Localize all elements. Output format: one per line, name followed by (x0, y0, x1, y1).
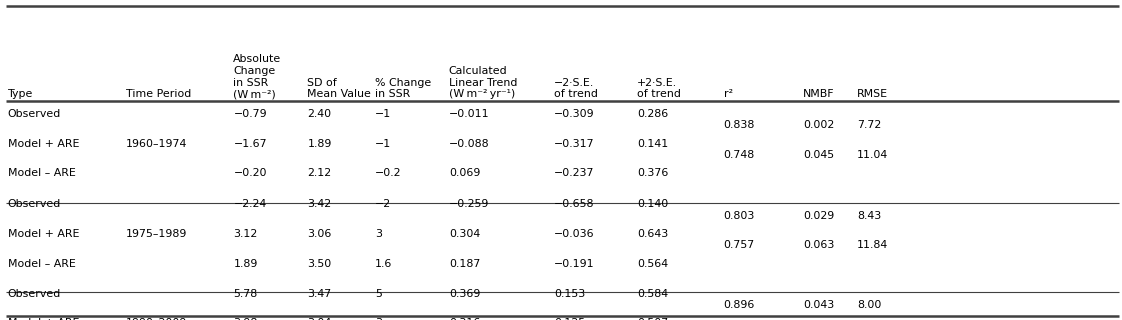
Text: 0.187: 0.187 (449, 259, 480, 268)
Text: 2.40: 2.40 (307, 109, 332, 119)
Text: 0.643: 0.643 (637, 229, 669, 239)
Text: 8.00: 8.00 (857, 300, 882, 310)
Text: −0.237: −0.237 (554, 168, 595, 178)
Text: −0.20: −0.20 (233, 168, 267, 178)
Text: 5.78: 5.78 (233, 289, 258, 299)
Text: 11.04: 11.04 (857, 150, 889, 160)
Text: 3.42: 3.42 (307, 199, 332, 209)
Text: −2·S.E.
of trend: −2·S.E. of trend (554, 77, 598, 99)
Text: 1990–2009: 1990–2009 (126, 318, 187, 320)
Text: Model + ARE: Model + ARE (8, 229, 80, 239)
Text: 5: 5 (375, 289, 381, 299)
Text: −0.2: −0.2 (375, 168, 402, 178)
Text: 0.316: 0.316 (449, 318, 480, 320)
Text: −0.036: −0.036 (554, 229, 595, 239)
Text: Type: Type (8, 89, 34, 99)
Text: 8.43: 8.43 (857, 211, 882, 221)
Text: −1.67: −1.67 (233, 139, 267, 148)
Text: −2.24: −2.24 (233, 199, 267, 209)
Text: 0.045: 0.045 (803, 150, 835, 160)
Text: 3.04: 3.04 (307, 318, 332, 320)
Text: 0.125: 0.125 (554, 318, 586, 320)
Text: Observed: Observed (8, 199, 61, 209)
Text: −0.259: −0.259 (449, 199, 489, 209)
Text: 3.12: 3.12 (233, 229, 258, 239)
Text: 1960–1974: 1960–1974 (126, 139, 187, 148)
Text: RMSE: RMSE (857, 89, 889, 99)
Text: 3.47: 3.47 (307, 289, 332, 299)
Text: NMBF: NMBF (803, 89, 835, 99)
Text: Observed: Observed (8, 289, 61, 299)
Text: 0.376: 0.376 (637, 168, 669, 178)
Text: Absolute
Change
in SSR
(W m⁻²): Absolute Change in SSR (W m⁻²) (233, 54, 282, 99)
Text: −1: −1 (375, 139, 390, 148)
Text: Model + ARE: Model + ARE (8, 139, 80, 148)
Text: Model + ARE: Model + ARE (8, 318, 80, 320)
Text: Model – ARE: Model – ARE (8, 168, 75, 178)
Text: 2.12: 2.12 (307, 168, 332, 178)
Text: 0.304: 0.304 (449, 229, 480, 239)
Text: Observed: Observed (8, 109, 61, 119)
Text: −0.011: −0.011 (449, 109, 489, 119)
Text: Calculated
Linear Trend
(W m⁻² yr⁻¹): Calculated Linear Trend (W m⁻² yr⁻¹) (449, 66, 517, 99)
Text: −0.79: −0.79 (233, 109, 267, 119)
Text: 0.896: 0.896 (724, 300, 755, 310)
Text: 0.029: 0.029 (803, 211, 835, 221)
Text: 0.584: 0.584 (637, 289, 669, 299)
Text: r²: r² (724, 89, 733, 99)
Text: 3.06: 3.06 (307, 229, 332, 239)
Text: +2·S.E.
of trend: +2·S.E. of trend (637, 77, 681, 99)
Text: 1.89: 1.89 (307, 139, 332, 148)
Text: −0.088: −0.088 (449, 139, 489, 148)
Text: 0.063: 0.063 (803, 241, 835, 251)
Text: 0.286: 0.286 (637, 109, 669, 119)
Text: −0.191: −0.191 (554, 259, 595, 268)
Text: −0.309: −0.309 (554, 109, 595, 119)
Text: 11.84: 11.84 (857, 241, 889, 251)
Text: 1.6: 1.6 (375, 259, 392, 268)
Text: 0.507: 0.507 (637, 318, 669, 320)
Text: Model – ARE: Model – ARE (8, 259, 75, 268)
Text: 0.043: 0.043 (803, 300, 835, 310)
Text: −0.658: −0.658 (554, 199, 595, 209)
Text: 7.72: 7.72 (857, 120, 882, 131)
Text: 0.002: 0.002 (803, 120, 835, 131)
Text: 0.069: 0.069 (449, 168, 480, 178)
Text: Time Period: Time Period (126, 89, 191, 99)
Text: 0.369: 0.369 (449, 289, 480, 299)
Text: 0.141: 0.141 (637, 139, 669, 148)
Text: 1975–1989: 1975–1989 (126, 229, 187, 239)
Text: SD of
Mean Value: SD of Mean Value (307, 77, 371, 99)
Text: 1.89: 1.89 (233, 259, 258, 268)
Text: % Change
in SSR: % Change in SSR (375, 77, 431, 99)
Text: 3.50: 3.50 (307, 259, 332, 268)
Text: 0.803: 0.803 (724, 211, 755, 221)
Text: 0.140: 0.140 (637, 199, 669, 209)
Text: −2: −2 (375, 199, 390, 209)
Text: 0.838: 0.838 (724, 120, 755, 131)
Text: 0.748: 0.748 (724, 150, 755, 160)
Text: 3: 3 (375, 318, 381, 320)
Text: 0.757: 0.757 (724, 241, 755, 251)
Text: 3.98: 3.98 (233, 318, 258, 320)
Text: 3: 3 (375, 229, 381, 239)
Text: −0.317: −0.317 (554, 139, 595, 148)
Text: −1: −1 (375, 109, 390, 119)
Text: 0.153: 0.153 (554, 289, 586, 299)
Text: 0.564: 0.564 (637, 259, 669, 268)
